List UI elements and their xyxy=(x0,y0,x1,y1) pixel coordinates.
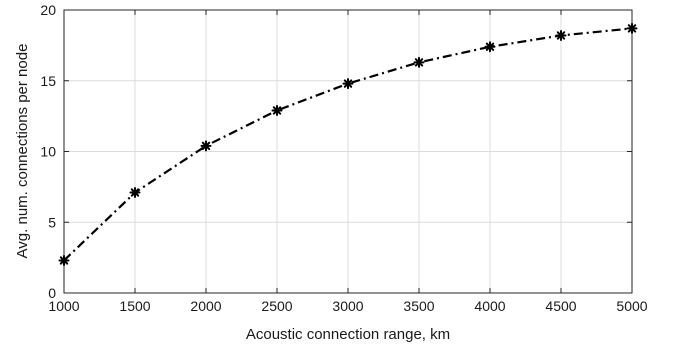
marker-stroke xyxy=(556,31,566,40)
marker-stroke xyxy=(343,79,353,88)
x-tick-label: 1000 xyxy=(48,298,79,314)
marker-stroke xyxy=(130,188,140,197)
data-point-marker xyxy=(626,22,638,34)
grid xyxy=(63,9,633,294)
y-tick-label: 0 xyxy=(48,285,56,301)
data-point-marker xyxy=(342,78,354,90)
x-axis-label: Acoustic connection range, km xyxy=(246,326,450,343)
data-point-marker xyxy=(271,104,283,116)
x-tick-label: 2000 xyxy=(190,298,221,314)
series xyxy=(58,22,638,266)
marker-stroke xyxy=(272,106,282,115)
data-point-marker xyxy=(200,140,212,152)
marker-stroke xyxy=(59,256,69,265)
series-line xyxy=(63,27,633,262)
axes xyxy=(63,9,633,294)
data-point-marker xyxy=(413,56,425,68)
y-tick-label: 20 xyxy=(40,2,56,18)
marker-stroke xyxy=(485,42,495,51)
data-point-marker xyxy=(129,187,141,199)
marker-stroke xyxy=(627,24,637,33)
y-tick-label: 10 xyxy=(40,144,56,160)
x-tick-label: 2500 xyxy=(261,298,292,314)
y-tick-label: 15 xyxy=(40,73,56,89)
marker-stroke xyxy=(414,58,424,67)
x-tick-label: 5000 xyxy=(616,298,647,314)
data-point-marker xyxy=(58,254,70,266)
x-tick-label: 1500 xyxy=(119,298,150,314)
data-point-marker xyxy=(484,41,496,53)
data-point-marker xyxy=(555,29,567,41)
marker-stroke xyxy=(201,141,211,151)
y-axis-label: Avg. num. connections per node xyxy=(14,44,31,259)
x-tick-label: 4000 xyxy=(474,298,505,314)
tick-labels: 1000 1500 2000 2500 3000 3500 4000 4500 5000 0 5 10… xyxy=(40,2,647,314)
x-tick-label: 3000 xyxy=(332,298,363,314)
y-tick-label: 5 xyxy=(48,214,56,230)
x-tick-label: 4500 xyxy=(545,298,576,314)
x-tick-label: 3500 xyxy=(403,298,434,314)
